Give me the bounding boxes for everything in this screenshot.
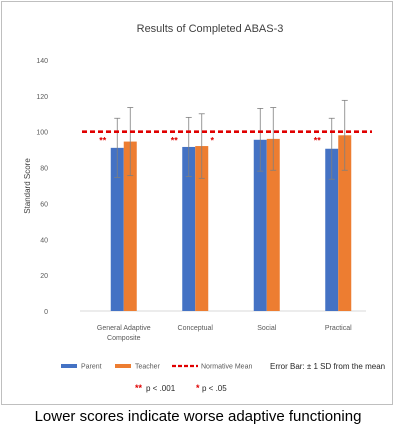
significance-legend-marker: *	[196, 383, 200, 393]
y-tick-label: 0	[44, 309, 48, 316]
bar-parent	[110, 147, 124, 311]
bar-teacher	[195, 146, 209, 311]
legend-swatch-teacher	[115, 364, 131, 368]
chart-caption: Lower scores indicate worse adaptive fun…	[34, 408, 362, 425]
chart-frame	[1, 1, 393, 405]
significance-legend-marker: **	[135, 383, 143, 393]
chart-title: Results of Completed ABAS-3	[137, 23, 284, 35]
x-tick-label: Composite	[107, 335, 141, 342]
y-tick-label: 120	[36, 94, 48, 101]
y-tick-label: 40	[40, 237, 48, 244]
y-tick-label: 20	[40, 273, 48, 280]
significance-legend-text: p < .05	[202, 384, 227, 393]
significance-legend-text: p < .001	[146, 384, 176, 393]
bar-parent	[325, 148, 339, 311]
x-tick-label: Conceptual	[178, 325, 214, 332]
bar-teacher	[266, 138, 280, 311]
legend-label-teacher: Teacher	[135, 364, 161, 371]
bar-teacher	[338, 135, 352, 311]
legend-label-normative-mean: Normative Mean	[201, 364, 252, 371]
legend-swatch-parent	[61, 364, 77, 368]
significance-marker: **	[171, 136, 179, 146]
significance-marker: *	[210, 136, 214, 146]
y-tick-label: 140	[36, 58, 48, 65]
x-tick-label: Social	[257, 325, 277, 332]
bar-parent	[182, 146, 196, 311]
bar-teacher	[123, 141, 137, 311]
bar-parent	[253, 139, 267, 311]
y-tick-label: 100	[36, 130, 48, 137]
significance-marker: **	[314, 136, 322, 146]
legend-label-parent: Parent	[81, 364, 102, 371]
x-tick-label: Practical	[325, 325, 352, 332]
bar-chart: Results of Completed ABAS-3 Standard Scor…	[23, 23, 385, 393]
error-bar-note: Error Bar: ± 1 SD from the mean	[270, 362, 385, 371]
y-tick-label: 80	[40, 166, 48, 173]
y-axis-label: Standard Score	[23, 158, 32, 214]
x-tick-label: General Adaptive	[97, 325, 151, 332]
significance-marker: **	[99, 136, 107, 146]
y-tick-label: 60	[40, 201, 48, 208]
